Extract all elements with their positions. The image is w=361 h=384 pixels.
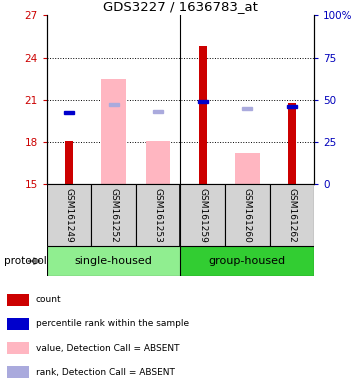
Bar bbox=[136, 184, 180, 246]
Bar bbox=[180, 184, 225, 246]
Text: rank, Detection Call = ABSENT: rank, Detection Call = ABSENT bbox=[36, 367, 175, 376]
Bar bbox=[287, 105, 297, 108]
Bar bbox=[180, 246, 314, 276]
Bar bbox=[288, 103, 296, 184]
Bar bbox=[7, 366, 29, 378]
Bar bbox=[47, 184, 91, 246]
Text: percentile rank within the sample: percentile rank within the sample bbox=[36, 319, 189, 328]
Bar bbox=[47, 246, 180, 276]
Bar bbox=[101, 79, 126, 184]
Bar bbox=[199, 46, 207, 184]
Bar bbox=[65, 141, 73, 184]
Text: GSM161249: GSM161249 bbox=[65, 188, 74, 242]
Text: GSM161260: GSM161260 bbox=[243, 188, 252, 242]
Bar bbox=[242, 107, 252, 110]
Bar bbox=[235, 153, 260, 184]
Title: GDS3227 / 1636783_at: GDS3227 / 1636783_at bbox=[103, 0, 258, 13]
Text: GSM161262: GSM161262 bbox=[287, 188, 296, 242]
Bar bbox=[7, 318, 29, 330]
Bar bbox=[270, 184, 314, 246]
Bar bbox=[7, 294, 29, 306]
Text: GSM161253: GSM161253 bbox=[154, 188, 163, 242]
Text: group-housed: group-housed bbox=[209, 256, 286, 266]
Text: GSM161259: GSM161259 bbox=[198, 188, 207, 242]
Bar bbox=[198, 100, 208, 103]
Text: count: count bbox=[36, 296, 61, 305]
Bar bbox=[91, 184, 136, 246]
Text: value, Detection Call = ABSENT: value, Detection Call = ABSENT bbox=[36, 344, 179, 353]
Text: single-housed: single-housed bbox=[75, 256, 153, 266]
Bar bbox=[146, 141, 170, 184]
Bar bbox=[153, 109, 163, 113]
Bar bbox=[64, 111, 74, 114]
Text: protocol: protocol bbox=[4, 256, 46, 266]
Bar bbox=[109, 103, 119, 106]
Bar bbox=[225, 184, 270, 246]
Bar bbox=[7, 342, 29, 354]
Text: GSM161252: GSM161252 bbox=[109, 188, 118, 242]
